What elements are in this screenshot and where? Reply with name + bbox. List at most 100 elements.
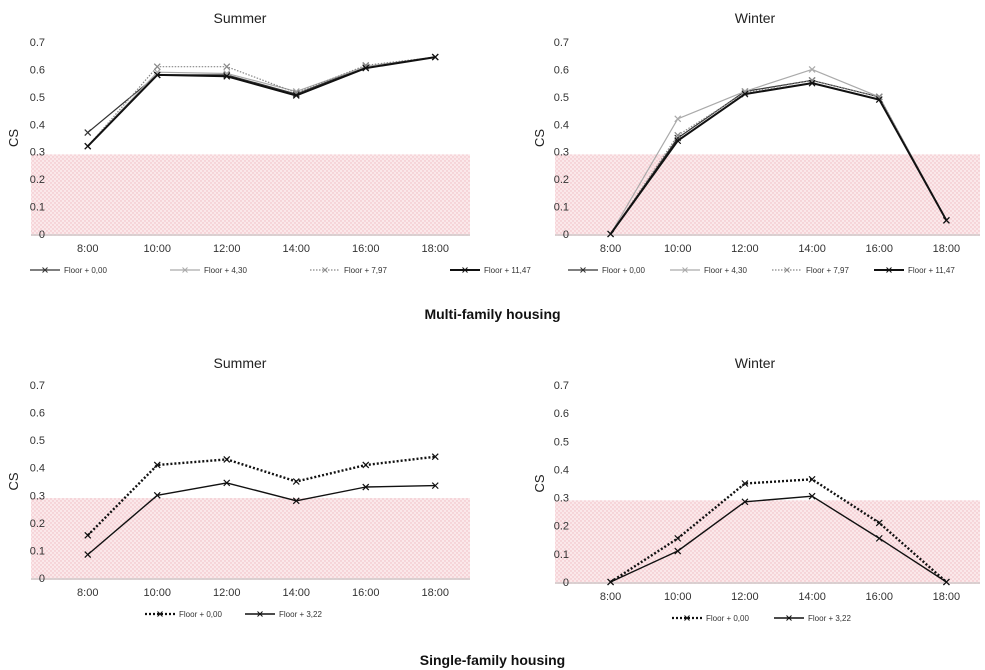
data-point-marker (223, 479, 231, 487)
threshold-band (31, 498, 470, 580)
y-tick-label: 0.7 (554, 37, 569, 49)
x-tick-label: 18:00 (421, 587, 449, 599)
data-point-marker (84, 551, 92, 558)
x-tick-label: 12:00 (213, 587, 241, 599)
data-point-marker (431, 53, 439, 61)
legend-item: Floor + 0,00 (568, 266, 645, 275)
legend-item: Floor + 3,22 (245, 610, 322, 619)
data-point-marker (84, 142, 92, 150)
y-tick-label: 0.4 (554, 464, 569, 476)
x-tick-label: 10:00 (143, 243, 171, 255)
data-point-marker (674, 137, 682, 145)
data-point-marker (431, 453, 439, 461)
legend-item: Floor + 11,47 (450, 266, 531, 275)
data-point-marker (808, 475, 816, 483)
y-tick-label: 0.5 (30, 92, 45, 104)
caption-single-family: Single-family housing (419, 652, 566, 668)
y-tick-label: 0.3 (30, 147, 45, 159)
y-tick-label: 0.1 (30, 202, 45, 214)
data-point-marker (153, 63, 161, 71)
data-point-marker (607, 578, 615, 586)
x-tick-label: 10:00 (664, 243, 692, 255)
x-tick-label: 14:00 (798, 243, 826, 255)
legend-label: Floor + 3,22 (808, 614, 851, 623)
legend-label: Floor + 0,00 (706, 614, 749, 623)
y-tick-label: 0.3 (554, 147, 569, 159)
chart-title: Winter (735, 355, 776, 371)
data-point-marker (741, 498, 749, 506)
y-tick-label: 0.5 (554, 92, 569, 104)
legend-label: Floor + 0,00 (64, 266, 107, 275)
y-tick-label: 0.6 (30, 64, 45, 76)
series-line (610, 79, 947, 235)
data-point-marker (84, 531, 92, 539)
y-tick-label: 0.1 (554, 549, 569, 561)
y-tick-label: 0 (39, 573, 45, 585)
y-tick-label: 0.4 (30, 119, 45, 131)
legend-label: Floor + 4,30 (704, 266, 747, 275)
data-point-marker (741, 480, 749, 487)
x-tick-label: 8:00 (600, 591, 621, 603)
series-line (86, 455, 436, 537)
data-point-marker (223, 456, 231, 463)
y-tick-label: 0.2 (554, 521, 569, 533)
data-point-marker (362, 483, 370, 491)
y-tick-label: 0.2 (30, 174, 45, 186)
x-tick-label: 8:00 (77, 243, 98, 255)
series-line (610, 68, 947, 235)
chart-title: Summer (214, 355, 267, 371)
data-point-marker (292, 92, 300, 99)
y-axis-label: CS (532, 129, 547, 147)
x-tick-label: 18:00 (421, 243, 449, 255)
data-point-marker (875, 519, 883, 527)
x-tick-label: 8:00 (600, 243, 621, 255)
legend-label: Floor + 0,00 (602, 266, 645, 275)
legend-label: Floor + 7,97 (344, 266, 387, 275)
x-tick-label: 12:00 (213, 243, 241, 255)
y-tick-label: 0.4 (30, 463, 45, 475)
threshold-band (31, 154, 470, 236)
legend-label: Floor + 0,00 (179, 610, 222, 619)
x-tick-label: 14:00 (282, 243, 310, 255)
y-tick-label: 0.4 (554, 119, 569, 131)
data-point-marker (607, 230, 615, 238)
legend-label: Floor + 11,47 (908, 266, 955, 275)
data-point-marker (153, 461, 161, 469)
data-point-marker (875, 96, 883, 104)
data-point-marker (362, 461, 370, 469)
series-line (87, 482, 436, 556)
x-tick-label: 14:00 (282, 587, 310, 599)
x-tick-label: 10:00 (143, 587, 171, 599)
y-tick-label: 0.3 (30, 490, 45, 502)
legend-label: Floor + 4,30 (204, 266, 247, 275)
chart-single-family-summer: Summer CS 0 0.1 0.2 0.3 0.4 0.5 0.6 0.7 8:00 10:00 1… (6, 355, 470, 619)
y-tick-label: 0.1 (554, 202, 569, 214)
legend-item: Floor + 7,97 (310, 266, 387, 275)
y-tick-label: 0.6 (30, 408, 45, 420)
y-tick-label: 0.2 (30, 518, 45, 530)
data-point-marker (808, 492, 816, 500)
data-point-marker (808, 76, 816, 84)
chart-multi-family-summer: Summer CS 0 0.1 0.2 0.3 0.4 0.5 0.6 0.7 8:00 10:00 1… (6, 10, 531, 275)
y-tick-label: 0.1 (30, 545, 45, 557)
threshold-band (555, 154, 980, 236)
y-tick-label: 0.5 (554, 436, 569, 448)
chart-title: Winter (735, 10, 776, 26)
data-point-marker (875, 534, 883, 542)
y-tick-label: 0 (563, 577, 569, 589)
series-line (87, 56, 436, 147)
legend-item: Floor + 0,00 (672, 614, 749, 623)
y-axis-label: CS (532, 474, 547, 492)
data-point-marker (223, 63, 231, 71)
series-line (87, 56, 436, 147)
data-point-marker (674, 547, 682, 555)
chart-single-family-winter: Winter CS 0 0.1 0.2 0.3 0.4 0.5 0.6 0.7 8:00 10:00 1… (532, 355, 980, 623)
series-line (609, 478, 948, 584)
series-line (609, 82, 948, 235)
series-line (87, 56, 436, 133)
data-point-marker (674, 115, 682, 123)
legend-item: Floor + 4,30 (170, 266, 247, 275)
legend-label: Floor + 11,47 (484, 266, 531, 275)
data-point-marker (808, 79, 816, 87)
